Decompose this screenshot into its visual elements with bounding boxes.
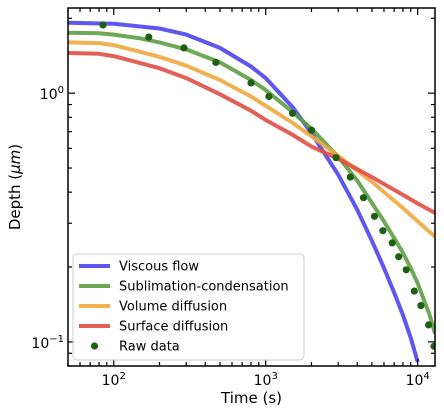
data-point <box>265 92 273 101</box>
legend-items: Viscous flow Sublimation-condensation Volu… <box>79 260 289 355</box>
series-line-surface-diffusion <box>68 51 435 215</box>
tick-layer: 102 103 104 10−1 100 <box>31 8 435 389</box>
data-point <box>307 126 316 134</box>
data-point <box>379 227 387 235</box>
y-tick-label: 100 <box>40 85 64 103</box>
y-tick-label: 10−1 <box>31 334 64 352</box>
legend-label: Volume diffusion <box>119 300 227 315</box>
data-point <box>370 212 379 220</box>
data-point <box>410 287 418 295</box>
legend-label: Raw data <box>119 340 180 355</box>
data-point <box>388 239 396 247</box>
data-point <box>346 173 354 181</box>
x-tick-label: 102 <box>102 371 126 389</box>
data-point <box>212 58 220 66</box>
data-point <box>417 302 425 310</box>
legend: Viscous flow Sublimation-condensation Volu… <box>72 253 305 361</box>
data-point <box>145 33 153 41</box>
x-tick-label: 103 <box>254 371 278 389</box>
data-point <box>332 154 340 162</box>
series-layer <box>68 20 435 363</box>
data-point <box>180 44 188 52</box>
data-point <box>425 321 433 329</box>
series-line-volume-diffusion <box>68 40 435 239</box>
data-point <box>402 266 410 274</box>
data-point <box>99 21 107 29</box>
data-point <box>288 109 297 117</box>
legend-label: Sublimation-condensation <box>119 280 289 295</box>
y-axis-title-close: ) <box>6 144 24 150</box>
x-tick-label: 104 <box>406 371 430 389</box>
data-point <box>359 194 368 202</box>
legend-box <box>72 253 305 361</box>
x-axis-title: Time (s) <box>220 389 282 407</box>
legend-swatch <box>90 342 99 350</box>
data-point <box>247 79 255 87</box>
y-axis-title: Depth (μm) <box>6 144 24 230</box>
data-point <box>430 342 435 350</box>
y-axis-title-unit: μm <box>6 150 24 175</box>
y-axis-title-main: Depth ( <box>6 174 24 230</box>
legend-label: Viscous flow <box>119 260 199 275</box>
data-point <box>395 253 403 261</box>
legend-label: Surface diffusion <box>119 320 228 335</box>
